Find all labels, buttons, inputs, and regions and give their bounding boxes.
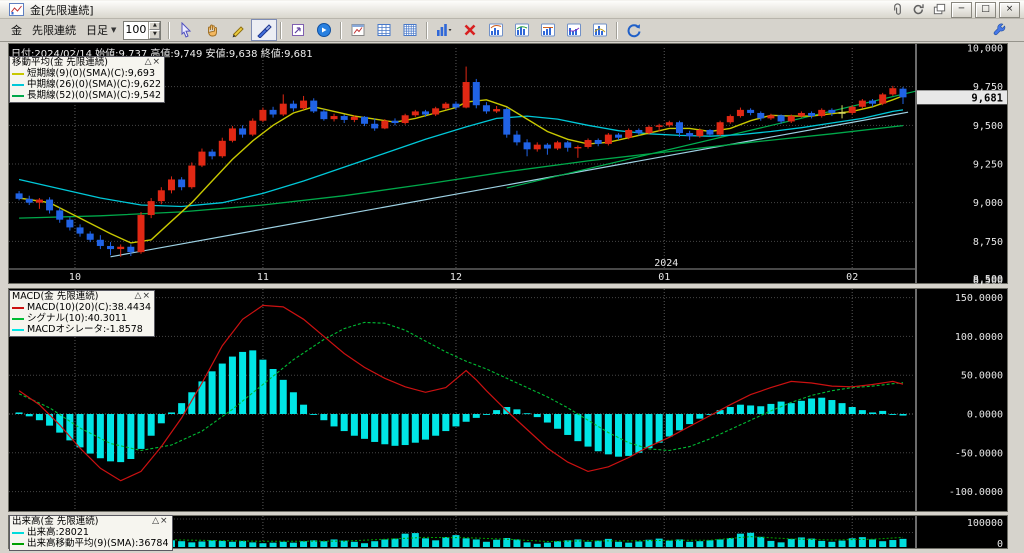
toolbar-separator (426, 21, 429, 39)
legend-color-swatch (12, 72, 24, 75)
pencil-draw-icon[interactable] (225, 19, 251, 41)
legend-item-label: シグナル(10):40.3011 (27, 313, 127, 324)
ma-legend[interactable]: 移動平均(金 先限連続) △× 短期線(9)(0)(SMA)(C):9,693 中期線… (9, 56, 166, 103)
pan-hand-icon[interactable] (199, 19, 225, 41)
legend-item: 短期線(9)(0)(SMA)(C):9,693 (12, 68, 161, 79)
macd-panel[interactable] (8, 288, 1008, 512)
bar-count-stepper[interactable]: 100 ▲ ▼ (123, 20, 162, 40)
refresh-window-icon[interactable] (909, 2, 927, 17)
stepper-up-icon[interactable]: ▲ (149, 21, 161, 30)
contract-label[interactable]: 先限連続 (32, 24, 76, 37)
trendline-pen-icon[interactable] (251, 19, 278, 41)
indicator-chart-1-icon[interactable] (483, 19, 509, 41)
legend-collapse-button[interactable]: △ (152, 516, 160, 526)
legend-item: 中期線(26)(0)(SMA)(C):9,622 (12, 79, 161, 90)
legend-title: MACD(金 先限連続) (12, 291, 99, 302)
legend-close-button[interactable]: × (142, 291, 152, 301)
legend-close-button[interactable]: × (159, 516, 169, 526)
indicator-chart-5-icon[interactable] (587, 19, 613, 41)
close-button[interactable]: × (999, 1, 1020, 18)
indicator-chart-3-icon[interactable] (535, 19, 561, 41)
maximize-button[interactable]: □ (975, 1, 996, 18)
legend-title: 移動平均(金 先限連続) (12, 57, 108, 68)
window-title: 金[先限連続] (30, 3, 94, 17)
chart-window-icon[interactable] (345, 19, 371, 41)
minimize-button[interactable]: ─ (951, 1, 972, 18)
legend-color-swatch (12, 317, 24, 320)
volume-legend[interactable]: 出来高(金 先限連続) △× 出来高:28021 出来高移動平均(9)(SMA):36… (9, 515, 173, 551)
app-chart-icon (7, 2, 25, 17)
quote-info-line: 日付:2024/02/14 始値:9,737 高値:9,749 安値:9,638… (11, 49, 313, 60)
select-cursor-icon[interactable] (173, 19, 199, 41)
title-bar: 金[先限連続] ─ □ × (0, 1, 1024, 19)
settings-wrench-icon[interactable] (988, 20, 1012, 40)
stepper-down-icon[interactable]: ▼ (149, 30, 161, 39)
macd-legend[interactable]: MACD(金 先限連続) △× MACD(10)(20)(C):38.4434 シグナ… (9, 290, 156, 337)
legend-collapse-button[interactable]: △ (144, 57, 153, 67)
legend-item: 長期線(52)(0)(SMA)(C):9,542 (12, 90, 161, 101)
delete-indicator-icon[interactable] (457, 19, 483, 41)
legend-item: MACDオシレータ:-1.8578 (12, 324, 151, 335)
legend-item: シグナル(10):40.3011 (12, 313, 151, 324)
toolbar-separator (340, 21, 343, 39)
legend-color-swatch (12, 328, 24, 331)
legend-color-swatch (12, 306, 24, 309)
indicator-chart-4-icon[interactable] (561, 19, 587, 41)
cascade-windows-icon[interactable] (930, 2, 948, 17)
legend-item-label: 短期線(9)(0)(SMA)(C):9,693 (27, 68, 155, 79)
toolbar-separator (280, 21, 283, 39)
toolbar-separator (616, 21, 619, 39)
chart-type-icon[interactable] (431, 19, 457, 41)
legend-color-swatch (12, 83, 24, 86)
legend-item-label: 出来高移動平均(9)(SMA):36784 (27, 538, 169, 549)
chart-region-icon[interactable] (285, 19, 311, 41)
detail-grid-icon[interactable] (397, 19, 423, 41)
legend-item-label: MACD(10)(20)(C):38.4434 (27, 302, 152, 313)
legend-item-label: MACDオシレータ:-1.8578 (27, 324, 143, 335)
toolbar-separator (168, 21, 171, 39)
legend-item-label: 中期線(26)(0)(SMA)(C):9,622 (27, 79, 162, 90)
legend-title: 出来高(金 先限連続) (12, 516, 99, 527)
legend-collapse-button[interactable]: △ (134, 291, 143, 301)
price-table-icon[interactable] (371, 19, 397, 41)
legend-close-button[interactable]: × (152, 57, 162, 67)
bar-count-value[interactable]: 100 (125, 22, 147, 36)
toolbar: 金 先限連続 日足 ▼ 100 ▲ ▼ (0, 19, 1024, 42)
pin-icon[interactable] (888, 2, 906, 17)
legend-color-swatch (12, 531, 24, 534)
symbol-label[interactable]: 金 (11, 24, 22, 37)
legend-item-label: 長期線(52)(0)(SMA)(C):9,542 (27, 90, 162, 101)
legend-item: MACD(10)(20)(C):38.4434 (12, 302, 151, 313)
legend-item-label: 出来高:28021 (27, 527, 89, 538)
scroll-latest-icon[interactable] (311, 19, 337, 41)
indicator-chart-2-icon[interactable] (509, 19, 535, 41)
legend-color-swatch (12, 94, 24, 97)
period-dropdown[interactable]: 日足 (86, 24, 108, 37)
legend-item: 出来高移動平均(9)(SMA):36784 (12, 538, 169, 549)
chevron-down-icon[interactable]: ▼ (111, 26, 117, 34)
legend-color-swatch (12, 542, 24, 545)
legend-item: 出来高:28021 (12, 527, 169, 538)
reload-chart-icon[interactable] (621, 19, 647, 41)
